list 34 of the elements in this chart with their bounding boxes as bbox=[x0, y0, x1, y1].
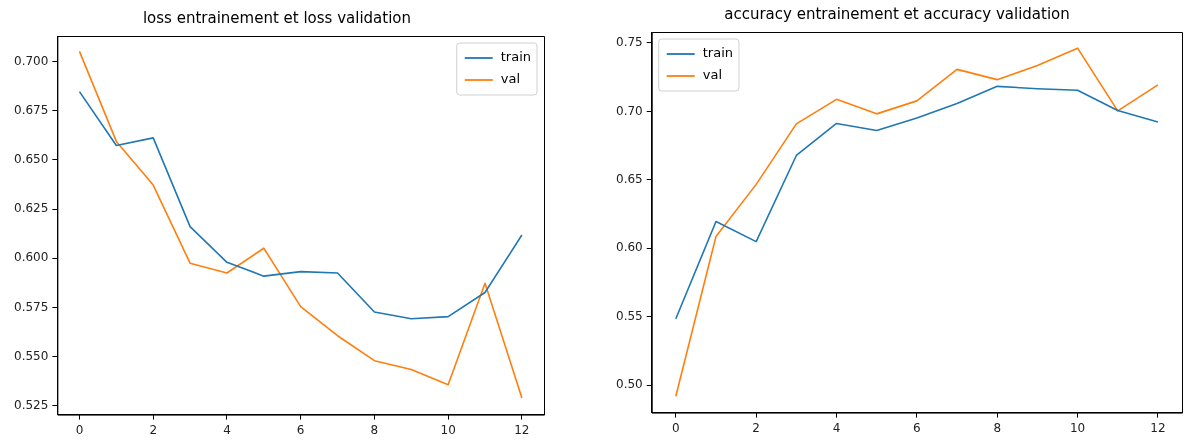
y-tick-label: 0.55 bbox=[616, 308, 643, 323]
legend-label: val bbox=[500, 71, 521, 87]
x-tick-label: 4 bbox=[223, 422, 231, 437]
x-tick-label: 8 bbox=[993, 420, 1002, 435]
y-tick-label: 0.675 bbox=[13, 102, 49, 117]
legend-label: train bbox=[500, 49, 532, 65]
y-tick-label: 0.700 bbox=[13, 53, 49, 68]
y-tick-label: 0.50 bbox=[616, 377, 643, 392]
y-tick-label: 0.625 bbox=[13, 201, 49, 216]
legend-label: train bbox=[702, 45, 733, 61]
y-tick-label: 0.550 bbox=[13, 348, 49, 363]
y-tick-label: 0.60 bbox=[616, 240, 643, 255]
y-tick-label: 0.650 bbox=[13, 152, 49, 167]
x-tick-label: 2 bbox=[752, 420, 760, 435]
x-tick-label: 6 bbox=[913, 420, 921, 435]
x-tick-label: 0 bbox=[672, 420, 680, 435]
y-tick-label: 0.525 bbox=[13, 397, 49, 412]
x-tick-label: 12 bbox=[1150, 420, 1166, 435]
x-tick-label: 8 bbox=[370, 422, 379, 437]
x-tick-label: 10 bbox=[1069, 420, 1086, 435]
x-tick-label: 2 bbox=[149, 422, 158, 437]
x-tick-label: 10 bbox=[440, 422, 456, 437]
y-tick-label: 0.65 bbox=[616, 171, 643, 186]
x-tick-label: 6 bbox=[296, 422, 305, 437]
y-tick-label: 0.575 bbox=[13, 299, 49, 314]
x-tick-label: 12 bbox=[514, 422, 530, 437]
chart-title: loss entrainement et loss validation bbox=[142, 8, 412, 27]
y-tick-label: 0.600 bbox=[13, 250, 49, 265]
chart-title: accuracy entrainement et accuracy validation bbox=[724, 4, 1070, 23]
x-tick-label: 0 bbox=[75, 422, 84, 437]
x-tick-label: 4 bbox=[832, 420, 841, 435]
legend-label: val bbox=[702, 67, 722, 83]
y-tick-label: 0.75 bbox=[616, 35, 643, 50]
y-tick-label: 0.70 bbox=[616, 103, 643, 118]
